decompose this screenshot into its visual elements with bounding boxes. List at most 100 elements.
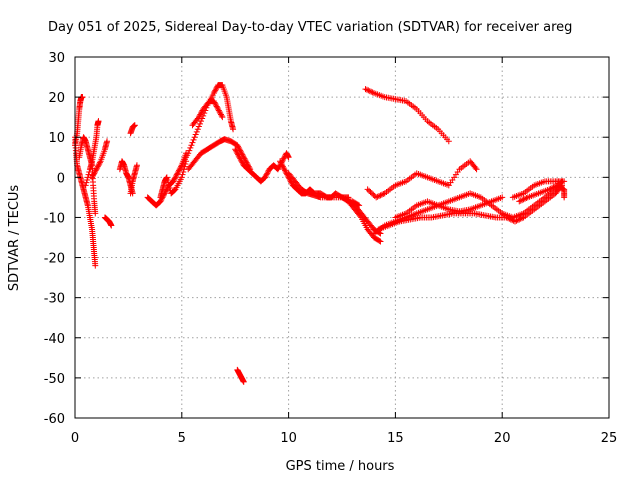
series-arc-f [101,214,115,229]
data-point [190,136,197,143]
series-arc-c [76,134,99,217]
data-point [368,88,375,95]
data-point [373,194,380,201]
data-point [217,110,224,117]
y-tick-label: -40 [44,332,65,347]
data-point [92,262,99,269]
data-point [279,163,286,170]
y-tick-label: 30 [48,51,65,66]
series-arc-i [127,122,138,137]
data-point [164,177,171,184]
x-tick-label: 25 [601,431,618,446]
data-point [235,151,242,158]
data-point [198,110,205,117]
data-point [158,195,165,202]
series-arc-n [185,136,254,173]
data-point [550,184,557,191]
x-axis-label: GPS time / hours [286,459,395,474]
plot-frame [74,56,610,419]
data-point [365,87,372,94]
data-point [133,162,140,169]
data-point [368,190,375,197]
data-point [278,160,285,167]
data-point [374,193,381,200]
series-arc-g [116,158,136,197]
data-point [189,139,196,146]
data-point [364,186,371,193]
data-point [108,222,115,229]
data-point [472,164,479,171]
y-axis-label: SDTVAR / TECUs [7,185,22,292]
data-point [170,178,177,185]
data-point [277,159,284,166]
data-point [83,179,90,186]
y-tick-label: -30 [44,292,65,307]
x-tick-label: 10 [280,431,297,446]
data-point [362,86,369,93]
data-point [274,166,281,173]
data-point [86,168,93,175]
data-point [174,170,181,177]
data-point [211,88,218,95]
data-point [93,166,100,173]
data-point [239,159,246,166]
series-arc-r [234,366,247,385]
data-point [173,171,180,178]
data-point [212,87,219,94]
data-point [376,237,383,244]
data-point [234,150,241,157]
x-tick-label: 0 [71,431,79,446]
data-point [175,167,182,174]
series-arc-e [89,138,111,181]
data-point [195,114,202,121]
data-point [236,154,243,161]
data-point [504,215,511,222]
data-point [178,174,185,181]
series-arc-h [127,162,140,197]
data-point [192,131,199,138]
data-point [180,168,187,175]
data-point [177,164,184,171]
data-point [516,216,523,223]
data-point [230,126,237,133]
data-point [181,163,188,170]
data-point [191,134,198,141]
data-point [517,197,524,204]
series-arc-l [178,82,237,169]
data-point [370,191,377,198]
data-point [104,138,111,145]
data-point [519,197,526,204]
data-point [96,159,103,166]
data-point [280,155,287,162]
data-point [262,172,269,179]
data-point [363,86,370,93]
data-point [513,217,520,224]
data-point [264,168,271,175]
data-point [95,118,102,125]
data-point [366,187,373,194]
data-point [509,217,516,224]
y-tick-label: -20 [44,252,65,267]
data-point [378,191,385,198]
data-point [499,194,506,201]
series-arc-aa [516,182,568,205]
data-point [217,111,224,118]
data-point [82,182,89,189]
data-point [240,378,247,385]
data-point [523,195,530,202]
data-point [367,189,374,196]
x-tick-label: 5 [178,431,186,446]
data-point [92,210,99,217]
data-point [186,147,193,154]
data-point [196,112,203,119]
data-point [377,238,384,245]
data-point [235,144,242,151]
data-point [170,187,177,194]
data-point [197,111,204,118]
series-arc-s [339,194,384,245]
axis-ticks: 0 5 10 15 20 25 -60 -50 -40 -30 -20 -10 0 10 20 30 [44,51,618,446]
data-point [238,158,245,165]
data-point [218,112,225,119]
data-point [506,215,513,222]
data-point [215,106,222,113]
